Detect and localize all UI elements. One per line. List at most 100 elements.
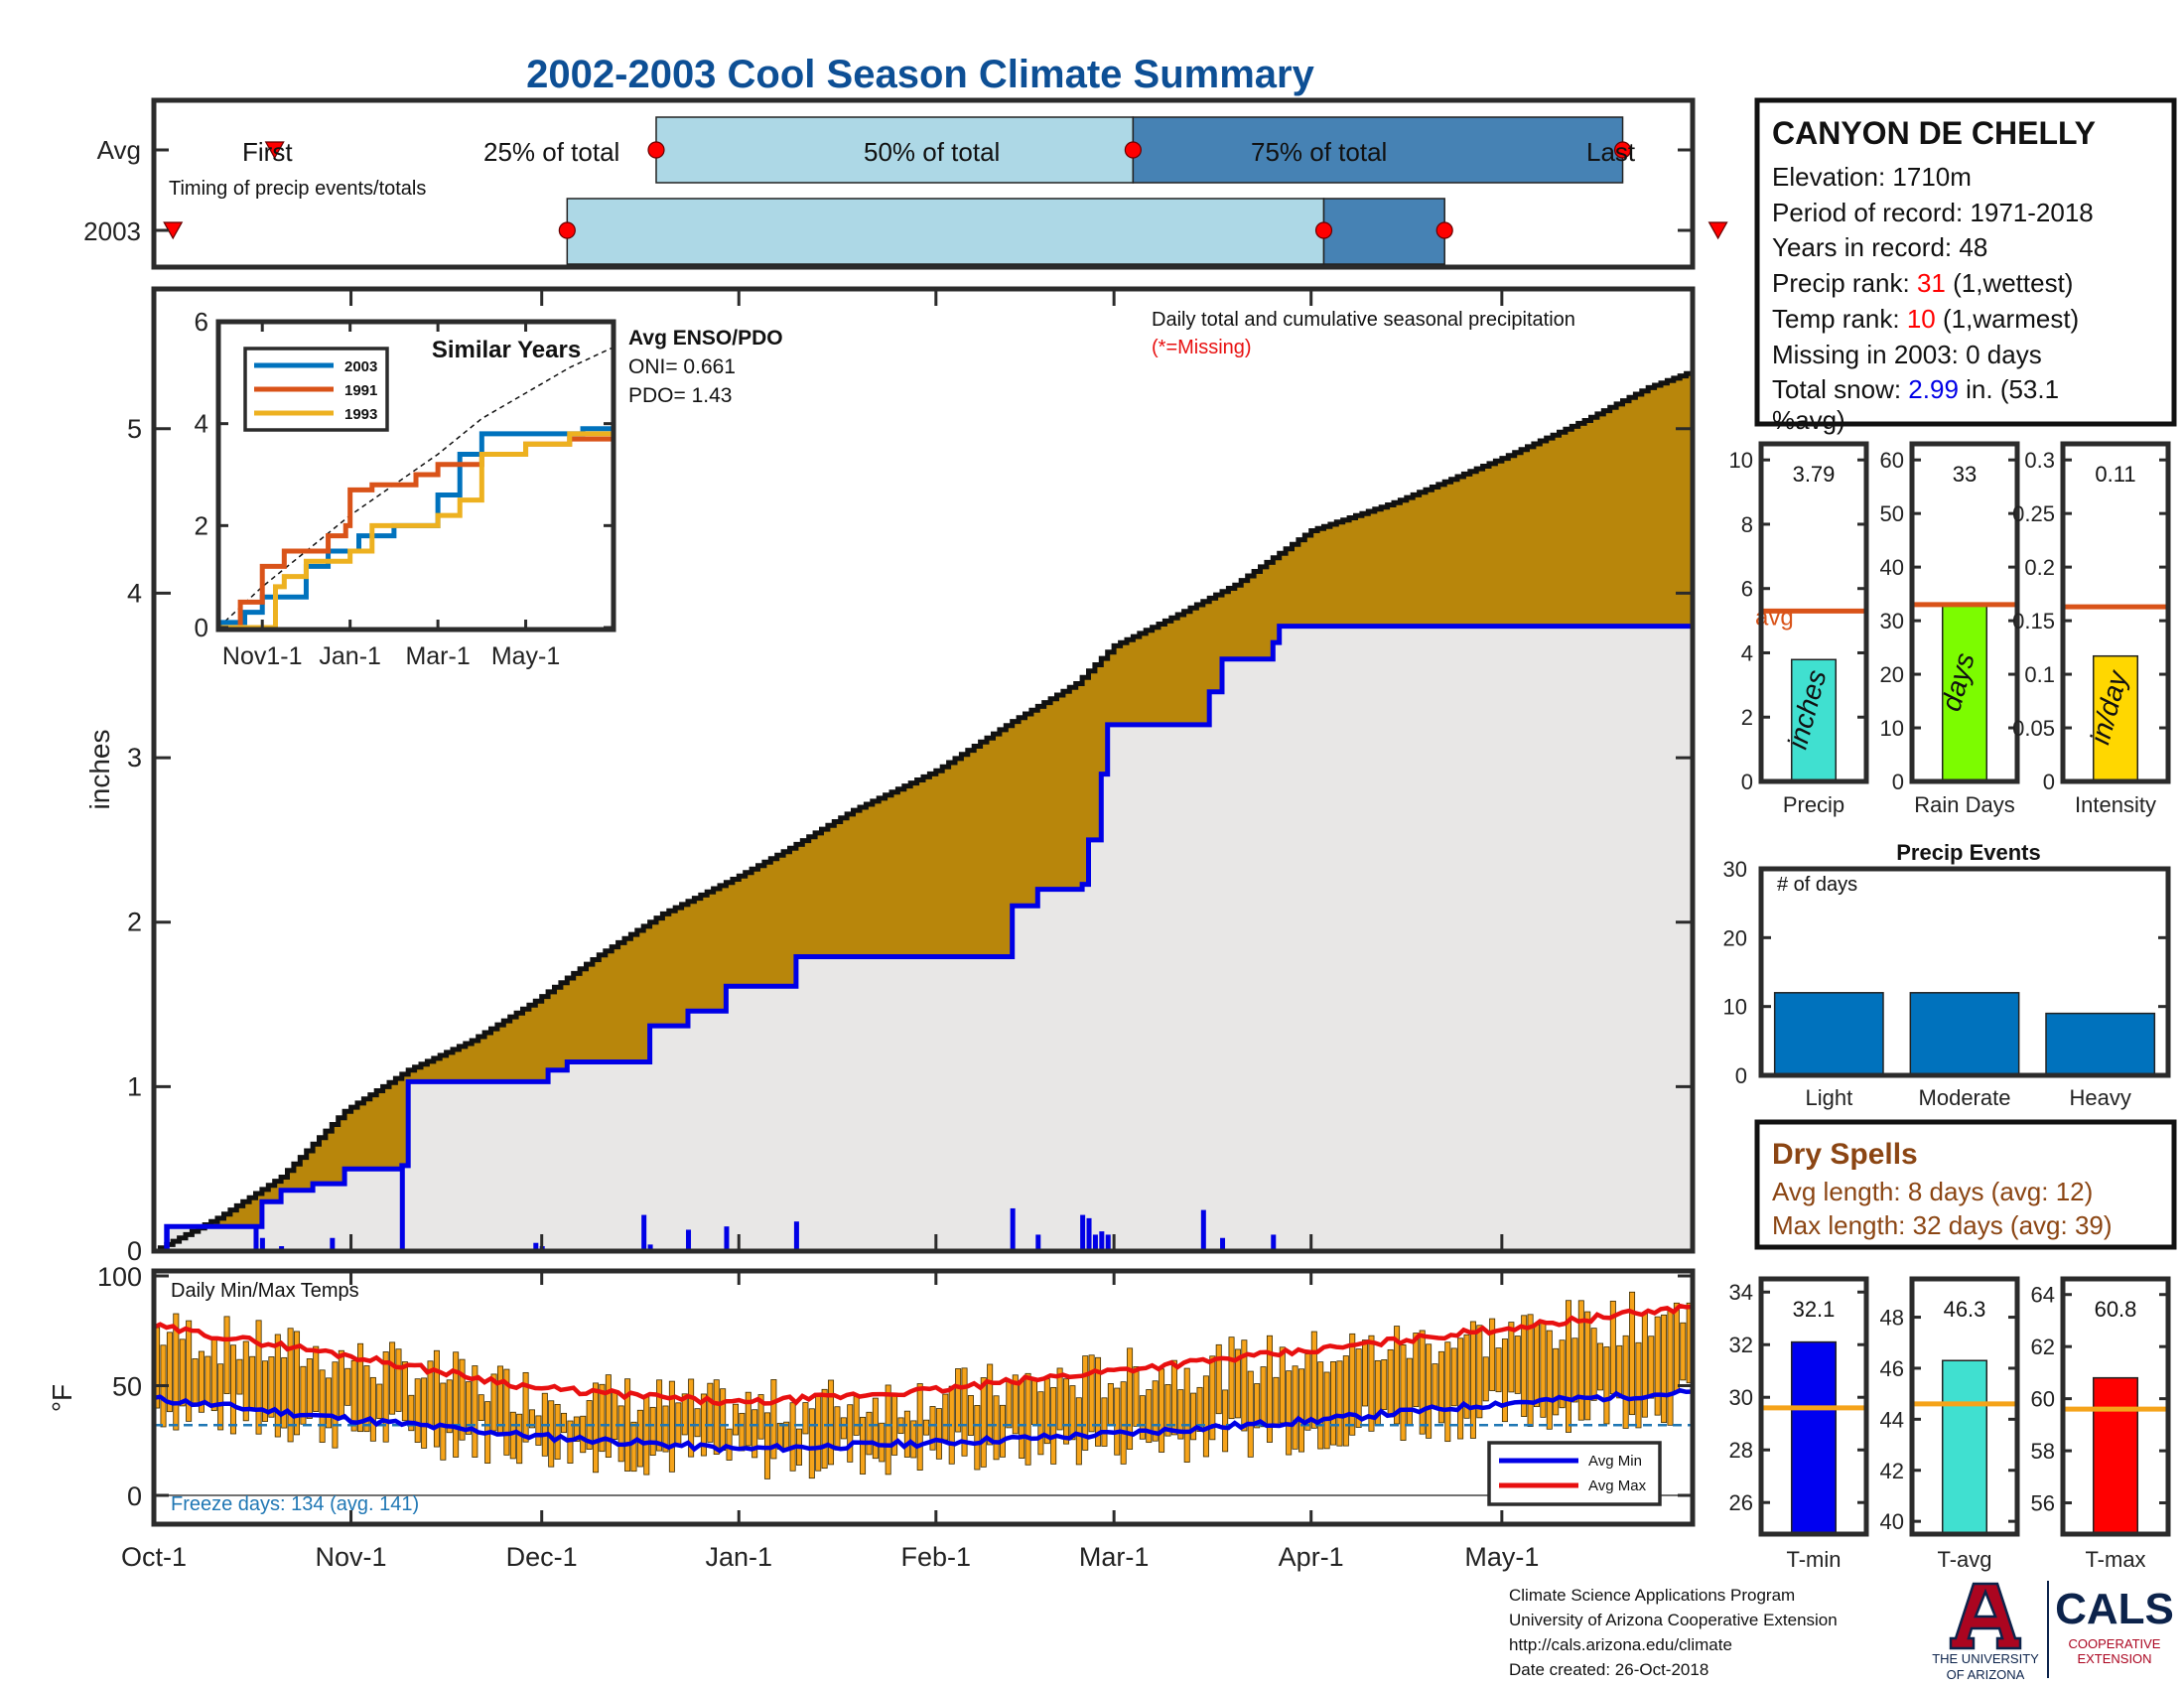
daily-temp-bar xyxy=(369,1376,376,1442)
events-tick-label: 20 xyxy=(1723,925,1747,950)
panel-label-tmin: T-min xyxy=(1787,1547,1842,1572)
daily-temp-bar xyxy=(261,1360,268,1422)
daily-temp-bar xyxy=(395,1348,402,1412)
timing-marks xyxy=(154,116,1971,265)
daily-temp-bar xyxy=(1056,1367,1063,1431)
panel-label-tmax: T-max xyxy=(2085,1547,2145,1572)
daily-temp-bar xyxy=(1349,1333,1356,1436)
temp-rank-suffix: (1,warmest) xyxy=(1936,304,2079,334)
panel-tick-label-tmin: 26 xyxy=(1729,1490,1753,1515)
panel-label-intensity: Intensity xyxy=(2075,792,2156,817)
daily-temp-bar xyxy=(593,1382,600,1474)
timing-row-avg-label: Avg xyxy=(97,135,141,165)
daily-temp-bar xyxy=(853,1395,860,1436)
ua-a-icon xyxy=(1949,1582,2022,1650)
panel-tick-label-tmax: 62 xyxy=(2031,1335,2055,1359)
daily-temp-bar xyxy=(1654,1316,1661,1416)
temp-panel: 0 50 100 Daily Min/Max Temps °F Freeze day… xyxy=(47,1262,1696,1527)
daily-temp-bar xyxy=(1419,1330,1426,1435)
daily-precip-bar xyxy=(1035,1234,1041,1251)
daily-temp-bar xyxy=(1164,1384,1171,1437)
daily-temp-bar xyxy=(1292,1365,1298,1450)
daily-temp-bar xyxy=(942,1393,949,1441)
temp-summary-panels: 26 28 30 32 34 32.1 T-min 40 42 44 46 48 46.3 T-avg 56… xyxy=(1729,1276,2171,1572)
cals-coop-text-1: COOPERATIVE xyxy=(2069,1636,2161,1651)
precip-content xyxy=(154,370,1696,1254)
daily-temp-bar xyxy=(1584,1311,1591,1421)
panel-tick-label-rain-days: 60 xyxy=(1880,448,1904,473)
panel-tavg: 40 42 44 46 48 46.3 T-avg xyxy=(1880,1276,2020,1572)
daily-temp-bar xyxy=(421,1377,428,1449)
panel-label-precip: Precip xyxy=(1783,792,1844,817)
daily-temp-bar xyxy=(885,1384,891,1476)
panel-tick-label-precip: 8 xyxy=(1741,512,1753,537)
temp-rank-prefix: Temp rank: xyxy=(1772,304,1907,334)
daily-temp-bar xyxy=(1469,1321,1476,1439)
daily-temp-bar xyxy=(166,1332,173,1413)
inset-frame xyxy=(215,319,616,633)
panel-tick-label-precip: 6 xyxy=(1741,577,1753,602)
daily-temp-bar xyxy=(326,1377,333,1429)
daily-temp-bar xyxy=(1146,1389,1153,1444)
daily-temp-bar xyxy=(694,1408,701,1438)
inset-content xyxy=(217,346,616,631)
daily-temp-bar xyxy=(294,1331,301,1436)
station-name: CANYON DE CHELLY xyxy=(1772,115,2096,151)
cals-logo: CALS COOPERATIVE EXTENSION xyxy=(2055,1585,2174,1666)
daily-temp-bar xyxy=(1387,1348,1394,1418)
daily-precip-bar xyxy=(641,1214,647,1251)
daily-temp-bar xyxy=(961,1367,968,1457)
daily-temp-bar xyxy=(535,1415,542,1446)
inset-axes: 0 2 4 6 Nov1-1 Jan-1 Mar-1 May-1 xyxy=(195,307,614,670)
avg-max-line xyxy=(153,1303,1694,1407)
station-info-box: CANYON DE CHELLY Elevation: 1710m Period… xyxy=(1754,97,2177,435)
daily-temp-bar xyxy=(459,1358,466,1441)
panel-tick-label-tavg: 40 xyxy=(1880,1509,1904,1534)
panel-tick-label-intensity: 0.05 xyxy=(2012,716,2055,741)
daily-temp-bar xyxy=(1127,1347,1134,1450)
legend-label-avg-max: Avg Max xyxy=(1588,1477,1647,1494)
panel-tick-label-rain-days: 30 xyxy=(1880,609,1904,633)
panel-tick-label-tmin: 28 xyxy=(1729,1438,1753,1463)
daily-temp-bar xyxy=(249,1355,256,1410)
x-tick-labels: Oct-1 Nov-1 Dec-1 Jan-1 Feb-1 Mar-1 Apr-1 May-1 xyxy=(121,1542,1539,1572)
dry-spells-frame xyxy=(1754,1119,2177,1250)
daily-temp-bar xyxy=(745,1391,751,1447)
panel-tick-label-tmax: 60 xyxy=(2031,1387,2055,1412)
daily-temp-bar xyxy=(808,1408,815,1479)
avg-25-50-box xyxy=(655,116,1135,184)
panel-tick-label-intensity: 0.1 xyxy=(2024,662,2055,687)
bar-tavg xyxy=(1941,1359,1988,1535)
avg-50-75-box xyxy=(1132,116,1624,184)
event-category-label: Moderate xyxy=(1919,1085,2011,1110)
event-bar-heavy xyxy=(2045,1012,2156,1076)
daily-temp-bar xyxy=(1139,1395,1146,1440)
station-snow: Total snow: 2.99 in. (53.1 xyxy=(1772,374,2059,404)
precip-rank-prefix: Precip rank: xyxy=(1772,268,1917,298)
daily-temp-bar xyxy=(923,1419,930,1436)
daily-temp-bar xyxy=(1661,1314,1668,1424)
daily-temp-bar xyxy=(1037,1391,1044,1456)
panel-tick-label-tavg: 44 xyxy=(1880,1407,1904,1432)
daily-temp-bar xyxy=(1641,1313,1648,1418)
daily-precip-bar xyxy=(724,1226,730,1251)
daily-temp-bar xyxy=(1546,1330,1553,1430)
daily-temp-bar xyxy=(287,1328,294,1443)
temp-frame xyxy=(151,1268,1696,1527)
inset-y-tick-label: 0 xyxy=(195,613,208,642)
dry-spells-avg: Avg length: 8 days (avg: 12) xyxy=(1772,1177,2093,1206)
daily-temp-bar xyxy=(186,1320,193,1422)
daily-temp-bar xyxy=(1101,1397,1108,1447)
bar-precip xyxy=(1790,658,1838,782)
daily-temp-bar xyxy=(1310,1331,1317,1429)
panel-tick-label-tmin: 30 xyxy=(1729,1385,1753,1410)
daily-temp-bar xyxy=(179,1338,186,1407)
panel-tick-label-tavg: 42 xyxy=(1880,1459,1904,1483)
panel-value-tmax: 60.8 xyxy=(2095,1297,2137,1322)
event-bar-light xyxy=(1773,992,1884,1076)
daily-temp-bar xyxy=(319,1369,326,1443)
daily-temp-bar xyxy=(236,1358,243,1395)
panel-tick-label-intensity: 0.15 xyxy=(2012,609,2055,633)
daily-temp-bar xyxy=(1317,1361,1324,1450)
precip-rank-value: 31 xyxy=(1917,268,1946,298)
